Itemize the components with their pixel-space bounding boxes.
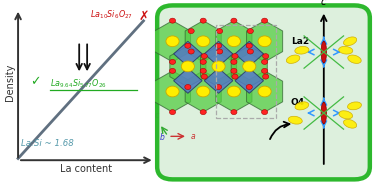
Circle shape bbox=[262, 59, 268, 64]
Ellipse shape bbox=[339, 46, 353, 54]
Text: La$_{9.64}$Si$_{5.77}$O$_{26}$: La$_{9.64}$Si$_{5.77}$O$_{26}$ bbox=[50, 77, 107, 90]
Circle shape bbox=[231, 59, 237, 64]
Circle shape bbox=[169, 59, 176, 64]
Polygon shape bbox=[170, 46, 206, 87]
Ellipse shape bbox=[321, 41, 327, 63]
Polygon shape bbox=[246, 21, 283, 62]
Text: La$_{10}$Si$_6$O$_{27}$: La$_{10}$Si$_6$O$_{27}$ bbox=[90, 8, 133, 21]
Polygon shape bbox=[174, 68, 202, 93]
Circle shape bbox=[262, 18, 268, 23]
Circle shape bbox=[231, 110, 237, 115]
Circle shape bbox=[169, 68, 176, 73]
Circle shape bbox=[247, 49, 253, 54]
Circle shape bbox=[200, 110, 206, 115]
Polygon shape bbox=[155, 21, 191, 62]
Ellipse shape bbox=[339, 111, 353, 119]
Text: ✗: ✗ bbox=[138, 10, 149, 23]
Circle shape bbox=[243, 61, 256, 72]
Ellipse shape bbox=[347, 102, 361, 110]
Circle shape bbox=[181, 61, 194, 72]
Circle shape bbox=[197, 36, 210, 47]
Text: Density: Density bbox=[5, 64, 15, 102]
Circle shape bbox=[262, 68, 268, 73]
Circle shape bbox=[188, 49, 194, 54]
Polygon shape bbox=[235, 41, 263, 66]
Circle shape bbox=[231, 68, 237, 73]
Polygon shape bbox=[185, 21, 221, 62]
Circle shape bbox=[166, 86, 179, 97]
Ellipse shape bbox=[295, 46, 309, 54]
Circle shape bbox=[215, 43, 222, 48]
Circle shape bbox=[227, 86, 240, 97]
Circle shape bbox=[231, 18, 237, 23]
Ellipse shape bbox=[344, 37, 357, 46]
Text: $c$: $c$ bbox=[154, 111, 160, 120]
Circle shape bbox=[197, 86, 210, 97]
Circle shape bbox=[247, 29, 253, 33]
Circle shape bbox=[201, 54, 208, 59]
Text: La content: La content bbox=[60, 164, 112, 174]
Circle shape bbox=[217, 29, 223, 33]
Polygon shape bbox=[235, 68, 263, 93]
Circle shape bbox=[185, 43, 191, 48]
Circle shape bbox=[188, 29, 194, 33]
Text: La2: La2 bbox=[291, 37, 309, 46]
Ellipse shape bbox=[321, 102, 327, 124]
Circle shape bbox=[169, 18, 176, 23]
Circle shape bbox=[246, 43, 253, 48]
Circle shape bbox=[232, 54, 238, 59]
Polygon shape bbox=[200, 46, 237, 87]
Circle shape bbox=[217, 49, 223, 54]
FancyBboxPatch shape bbox=[157, 5, 370, 179]
Circle shape bbox=[166, 36, 179, 47]
Polygon shape bbox=[155, 71, 191, 112]
Text: $b$: $b$ bbox=[160, 131, 166, 142]
Ellipse shape bbox=[288, 116, 302, 124]
Circle shape bbox=[258, 86, 271, 97]
Polygon shape bbox=[246, 71, 283, 112]
Circle shape bbox=[212, 61, 225, 72]
Circle shape bbox=[200, 68, 206, 73]
Circle shape bbox=[169, 110, 176, 115]
Bar bbox=[216, 25, 276, 118]
Polygon shape bbox=[204, 41, 233, 66]
Text: $a$: $a$ bbox=[190, 132, 196, 141]
Circle shape bbox=[201, 74, 208, 79]
Circle shape bbox=[258, 36, 271, 47]
Circle shape bbox=[263, 74, 269, 79]
Text: La:Si ~ 1.68: La:Si ~ 1.68 bbox=[21, 139, 74, 148]
Ellipse shape bbox=[295, 102, 309, 110]
Circle shape bbox=[185, 85, 191, 89]
Circle shape bbox=[262, 110, 268, 115]
Text: $c$: $c$ bbox=[320, 0, 327, 7]
Ellipse shape bbox=[344, 119, 357, 128]
Circle shape bbox=[200, 18, 206, 23]
Polygon shape bbox=[231, 46, 267, 87]
Polygon shape bbox=[216, 71, 252, 112]
Ellipse shape bbox=[348, 55, 361, 64]
Polygon shape bbox=[204, 68, 233, 93]
Circle shape bbox=[232, 74, 238, 79]
Circle shape bbox=[215, 85, 222, 89]
Ellipse shape bbox=[287, 55, 300, 64]
Polygon shape bbox=[185, 71, 221, 112]
Text: O4: O4 bbox=[291, 98, 305, 107]
Circle shape bbox=[246, 85, 253, 89]
Circle shape bbox=[227, 36, 240, 47]
Circle shape bbox=[200, 59, 206, 64]
Text: ✓: ✓ bbox=[30, 75, 41, 88]
Polygon shape bbox=[174, 41, 202, 66]
Polygon shape bbox=[216, 21, 252, 62]
Circle shape bbox=[263, 54, 269, 59]
